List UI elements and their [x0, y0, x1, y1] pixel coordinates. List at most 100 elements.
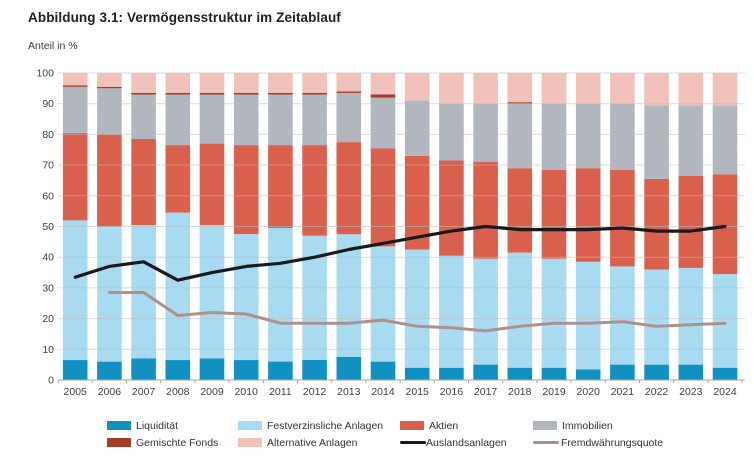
legend-swatch-liquiditaet-color-icon — [107, 421, 131, 430]
bar-segment-liquiditaet-2008 — [165, 360, 191, 380]
bar-segment-alternative-anlagen-2007 — [131, 73, 156, 93]
legend-swatch-gemischte-fonds-color-icon — [107, 438, 131, 447]
bar-segment-liquiditaet-2013 — [336, 357, 362, 380]
bar-segment-immobilien-2014 — [370, 97, 396, 149]
bar-segment-immobilien-2012 — [302, 94, 327, 146]
bar-segment-liquiditaet-2007 — [131, 358, 156, 380]
bar-segment-alternative-anlagen-2008 — [165, 73, 191, 93]
bar-segment-alternative-anlagen-2012 — [302, 73, 327, 93]
x-tick-label-2007: 2007 — [132, 386, 156, 398]
bar-segment-festverzinsliche-anlagen-2008 — [165, 212, 191, 361]
x-tick-label-2024: 2024 — [713, 386, 737, 398]
legend-label-aktien: Aktien — [429, 419, 459, 432]
bar-segment-aktien-2022 — [644, 178, 669, 270]
bar-segment-liquiditaet-2005 — [62, 360, 88, 380]
bar-segment-liquiditaet-2006 — [97, 361, 122, 380]
legend-label-auslandsanlagen: Auslandsanlagen — [426, 436, 507, 449]
bar-segment-aktien-2020 — [575, 168, 601, 262]
y-tick-label: 40 — [42, 252, 54, 264]
bar-segment-gemischte-fonds-2014 — [370, 94, 396, 98]
y-tick-label: 70 — [42, 160, 54, 172]
bar-segment-aktien-2010 — [233, 145, 259, 235]
stacked-bar-chart: 0 10 20 30 40 50 60 70 80 90 100 2005 2006 2007 2008 20… — [36, 68, 745, 398]
bar-segment-festverzinsliche-anlagen-2022 — [644, 269, 669, 365]
x-tick-label-2016: 2016 — [440, 386, 464, 398]
bar-segment-aktien-2016 — [439, 160, 464, 256]
x-tick-label-2012: 2012 — [303, 386, 327, 398]
bar-segment-alternative-anlagen-2019 — [541, 73, 567, 104]
x-tick-label-2014: 2014 — [371, 386, 395, 398]
legend-item-gemischte-fonds: Gemischte Fonds — [107, 437, 238, 449]
bar-segment-alternative-anlagen-2024 — [712, 73, 738, 106]
bar-segment-liquiditaet-2011 — [268, 361, 293, 380]
bar-segment-alternative-anlagen-2018 — [507, 73, 533, 103]
bar-segment-gemischte-fonds-2011 — [268, 93, 293, 95]
bar-segment-immobilien-2018 — [507, 103, 533, 169]
bar-segment-liquiditaet-2010 — [233, 360, 259, 380]
bar-segment-alternative-anlagen-2011 — [268, 73, 293, 93]
bar-segment-festverzinsliche-anlagen-2020 — [575, 261, 601, 370]
bar-segment-festverzinsliche-anlagen-2018 — [507, 252, 533, 368]
bar-segment-aktien-2021 — [610, 169, 635, 267]
bar-segment-aktien-2013 — [336, 142, 362, 235]
bar-segment-festverzinsliche-anlagen-2010 — [233, 234, 259, 361]
legend-item-fremdwaehrungsquote: Fremdwährungsquote — [533, 437, 743, 449]
bar-segment-immobilien-2008 — [165, 94, 191, 146]
bar-segment-liquiditaet-2009 — [199, 358, 225, 380]
bar-segment-immobilien-2020 — [575, 103, 601, 169]
x-tick-label-2017: 2017 — [474, 386, 498, 398]
bar-segment-immobilien-2017 — [473, 103, 498, 162]
legend-item-auslandsanlagen: Auslandsanlagen — [400, 437, 533, 449]
bar-segment-aktien-2007 — [131, 139, 156, 225]
bar-segment-liquiditaet-2019 — [541, 367, 567, 380]
bar-segment-liquiditaet-2024 — [712, 367, 738, 380]
x-tick-label-2013: 2013 — [337, 386, 361, 398]
bar-segment-aktien-2024 — [712, 174, 738, 275]
bar-segment-liquiditaet-2015 — [404, 367, 430, 380]
bar-segment-immobilien-2010 — [233, 94, 259, 146]
bar-segment-festverzinsliche-anlagen-2014 — [370, 246, 396, 362]
figure-title: Abbildung 3.1: Vermögensstruktur im Zeit… — [28, 10, 341, 25]
bar-segment-festverzinsliche-anlagen-2023 — [678, 267, 704, 365]
legend-label-festverzinsliche-anlagen: Festverzinsliche Anlagen — [267, 419, 384, 432]
bar-segment-liquiditaet-2014 — [370, 361, 396, 380]
bar-segment-festverzinsliche-anlagen-2024 — [712, 274, 738, 368]
bar-segment-alternative-anlagen-2016 — [439, 73, 464, 104]
legend-label-liquiditaet: Liquidität — [136, 419, 179, 432]
bar-segment-immobilien-2023 — [678, 105, 704, 176]
bar-segment-festverzinsliche-anlagen-2005 — [62, 220, 88, 361]
y-tick-label: 20 — [42, 313, 54, 325]
x-tick-label-2008: 2008 — [166, 386, 190, 398]
bar-segment-aktien-2005 — [62, 132, 88, 221]
bar-segment-alternative-anlagen-2023 — [678, 73, 704, 106]
x-tick-label-2023: 2023 — [679, 386, 703, 398]
legend-item-aktien: Aktien — [400, 420, 533, 432]
x-tick-label-2018: 2018 — [508, 386, 532, 398]
bar-segment-gemischte-fonds-2010 — [233, 93, 259, 95]
bar-segment-alternative-anlagen-2006 — [97, 73, 122, 87]
x-tick-label-2009: 2009 — [200, 386, 224, 398]
bar-segment-alternative-anlagen-2009 — [199, 73, 225, 93]
bar-segment-aktien-2008 — [165, 145, 191, 213]
bar-segment-alternative-anlagen-2014 — [370, 73, 396, 95]
x-tick-label-2015: 2015 — [406, 386, 430, 398]
legend-swatch-festverzinsliche-anlagen-color-icon — [238, 421, 262, 430]
bar-segment-immobilien-2022 — [644, 105, 669, 179]
legend-item-festverzinsliche-anlagen: Festverzinsliche Anlagen — [238, 420, 400, 432]
bar-segment-aktien-2011 — [268, 145, 293, 228]
bar-segment-alternative-anlagen-2013 — [336, 73, 362, 92]
bar-segment-alternative-anlagen-2005 — [62, 73, 88, 86]
bar-segment-aktien-2019 — [541, 169, 567, 259]
bar-segment-liquiditaet-2021 — [610, 364, 635, 380]
y-axis-unit-label: Anteil in % — [28, 40, 78, 52]
bar-segment-festverzinsliche-anlagen-2017 — [473, 258, 498, 365]
x-tick-label-2011: 2011 — [269, 386, 292, 398]
bar-segment-alternative-anlagen-2015 — [404, 73, 430, 101]
bar-segment-aktien-2023 — [678, 175, 704, 268]
y-tick-label: 60 — [42, 190, 54, 202]
bar-segment-alternative-anlagen-2010 — [233, 73, 259, 93]
bar-segment-alternative-anlagen-2017 — [473, 73, 498, 104]
bar-segment-liquiditaet-2016 — [439, 367, 464, 380]
x-tick-label-2005: 2005 — [64, 386, 88, 398]
bar-segment-aktien-2017 — [473, 162, 498, 259]
